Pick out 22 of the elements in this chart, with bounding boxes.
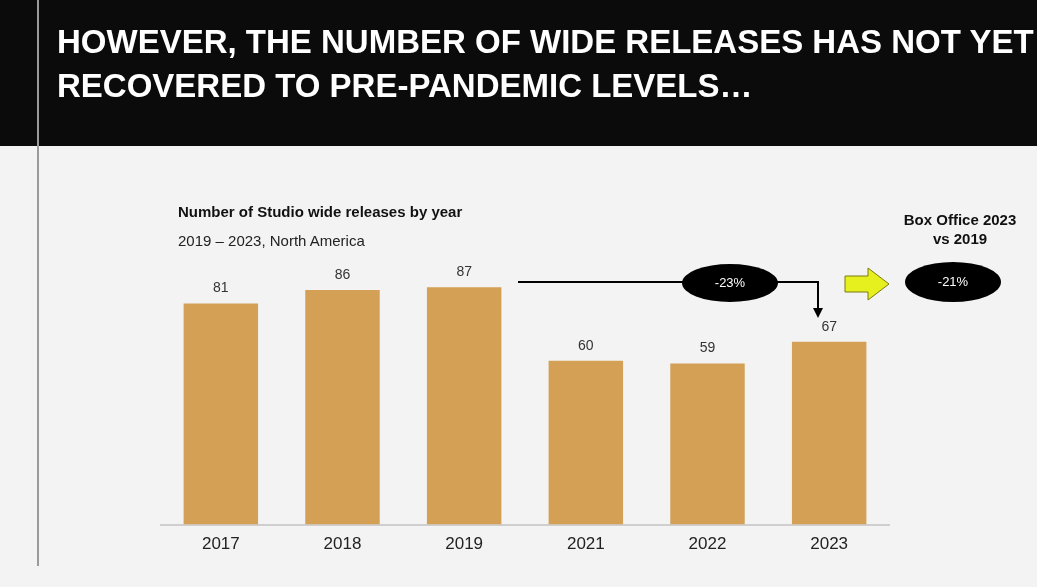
x-tick-label: 2018 [323, 534, 362, 554]
data-label: 86 [334, 265, 351, 282]
data-label: 60 [578, 336, 594, 353]
chart-title: HOWEVER, THE NUMBER OF WIDE RELEASES HAS NOT YET RECOVERED TO PRE-PANDEMIC LEVELS… [57, 22, 1035, 106]
text: 2019 – 2023, North America [178, 232, 365, 249]
data-label: 81 [213, 279, 229, 296]
bar [670, 363, 745, 525]
bar [548, 360, 624, 525]
bar [183, 303, 259, 525]
chart-subtitle: Number of Studio wide releases by year [178, 203, 463, 220]
bar [305, 289, 380, 525]
data-label: 67 [821, 317, 838, 334]
bar [426, 287, 502, 525]
x-tick-label: 2019 [445, 534, 484, 554]
bar [791, 341, 867, 525]
x-tick-label: 2017 [201, 534, 240, 554]
x-tick-label: 2023 [810, 534, 849, 554]
x-tick-label: 2022 [688, 534, 727, 554]
data-label: 87 [456, 263, 473, 280]
data-label: 59 [699, 339, 716, 356]
text: Box Office 2023 vs 2019 [902, 210, 1018, 248]
x-tick-label: 2021 [566, 534, 605, 554]
